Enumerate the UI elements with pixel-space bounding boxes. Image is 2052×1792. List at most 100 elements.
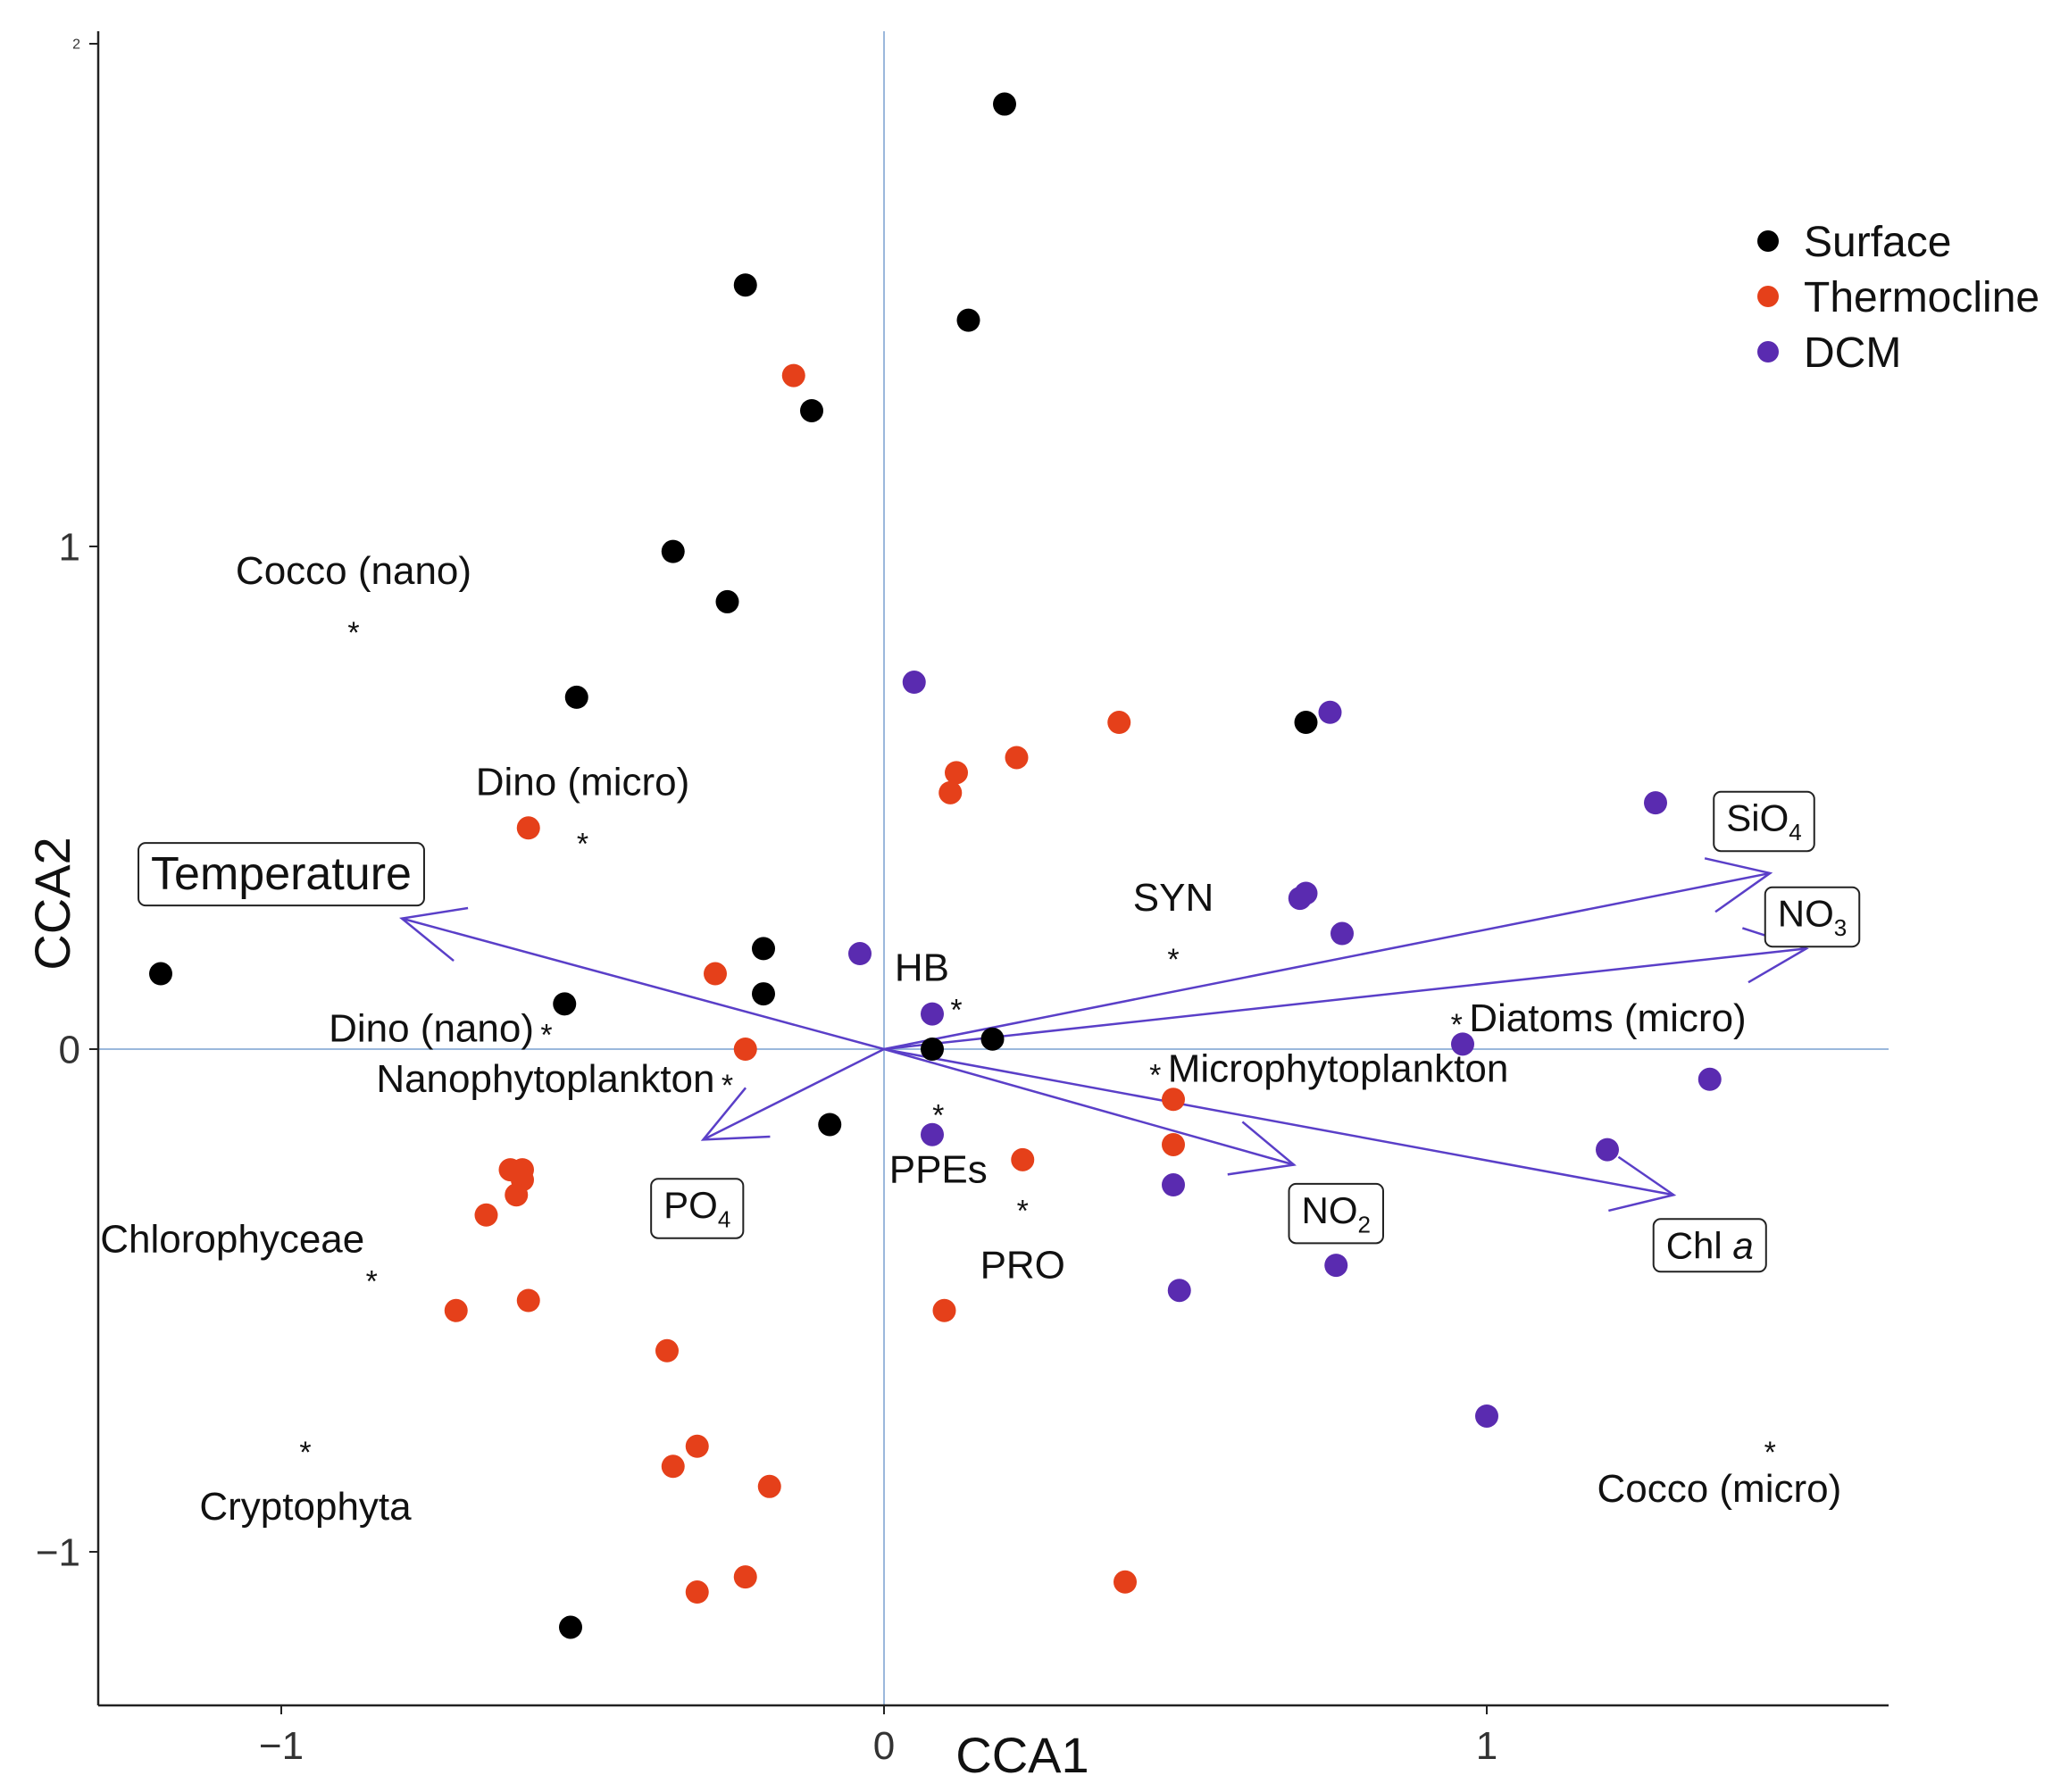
sample-point-surface (980, 1027, 1005, 1051)
species-label: HB (895, 946, 949, 989)
vector-line (883, 871, 1771, 1051)
vector-label: PO4 (650, 1178, 745, 1239)
sample-point-dcm (1596, 1138, 1619, 1162)
species-marker: * (1149, 1059, 1161, 1093)
species-label: Cocco (nano) (236, 549, 471, 593)
species-label: SYN (1133, 876, 1214, 920)
species-label: Dino (micro) (476, 761, 690, 804)
vector-label-box (1288, 1182, 1384, 1245)
vector-label-subscript: 3 (1834, 914, 1847, 941)
vector-label-subscript: 2 (1358, 1211, 1371, 1238)
species-marker: * (299, 1436, 311, 1470)
species-label: Diatoms (micro) (1469, 996, 1746, 1040)
sample-point-surface (1294, 711, 1318, 735)
species-label: Chlorophyceae (100, 1217, 364, 1261)
legend-swatch (1757, 286, 1779, 307)
vector-label: Chl a (1652, 1218, 1767, 1273)
species-label: Microphytoplankton (1168, 1047, 1509, 1091)
species-marker: * (1017, 1195, 1029, 1229)
sample-point-thermocline (1107, 711, 1131, 735)
sample-point-dcm (1451, 1032, 1474, 1056)
species-marker: * (1167, 943, 1179, 977)
sample-point-surface (956, 308, 980, 332)
sample-point-thermocline (1005, 746, 1029, 770)
vector-arrowhead (399, 906, 469, 963)
sample-point-surface (752, 982, 775, 1006)
sample-point-dcm (848, 942, 872, 966)
sample-point-thermocline (945, 761, 968, 785)
species-marker: * (1764, 1436, 1776, 1470)
sample-point-dcm (1167, 1279, 1191, 1303)
species-label: Dino (nano) (329, 1006, 534, 1050)
species-marker: * (932, 1099, 944, 1133)
legend-swatch (1757, 230, 1779, 252)
species-scores: *Cocco (nano)*Dino (micro)*Dino (nano)*N… (100, 549, 1841, 1529)
sample-point-surface (733, 273, 757, 297)
sample-point-thermocline (1114, 1570, 1137, 1594)
sample-point-thermocline (685, 1580, 709, 1604)
vector-arrowhead (1227, 1121, 1297, 1176)
sample-point-thermocline (733, 1565, 757, 1589)
vector-label-text: NO2 (1302, 1189, 1371, 1238)
vector-label-name: Temperature (151, 848, 412, 900)
sample-point-surface (921, 1038, 944, 1061)
species-marker: * (577, 828, 588, 862)
vector-label-subscript: 4 (718, 1206, 730, 1233)
vector-label-box (1713, 790, 1815, 853)
sample-point-surface (800, 398, 823, 422)
species-marker: * (540, 1018, 552, 1052)
vector-line (883, 1047, 1295, 1166)
sample-point-thermocline (516, 1288, 540, 1313)
sample-point-surface (993, 92, 1016, 116)
sample-point-surface (715, 589, 739, 613)
axes: −1 0 1 −1 0 1 2 CCA1 CCA2 (24, 31, 1889, 1783)
sample-point-thermocline (1011, 1147, 1035, 1171)
y-tick-label: −1 (36, 1530, 80, 1574)
sample-point-surface (564, 685, 588, 709)
species-marker: * (347, 616, 359, 650)
sample-point-thermocline (505, 1183, 529, 1207)
sample-point-thermocline (938, 780, 963, 804)
vector-label-box (650, 1178, 745, 1239)
sample-point-dcm (1330, 921, 1354, 946)
sample-point-thermocline (733, 1038, 757, 1061)
vector-label: SiO4 (1713, 790, 1815, 853)
sample-point-thermocline (661, 1454, 685, 1479)
x-tick-label: −1 (259, 1724, 304, 1768)
vector-label-name: SiO (1726, 797, 1789, 839)
vector-line (883, 947, 1806, 1051)
legend-label: DCM (1804, 329, 1901, 377)
sample-point-thermocline (781, 363, 805, 388)
x-tick-label: 1 (1476, 1724, 1497, 1768)
species-label: Nanophytoplankton (376, 1057, 714, 1101)
vector-label: NO3 (1764, 886, 1861, 948)
sample-point-thermocline (1162, 1132, 1185, 1156)
sample-point-dcm (921, 1002, 944, 1026)
sample-point-dcm (1324, 1254, 1348, 1278)
legend-label: Thermocline (1804, 274, 2039, 321)
sample-point-dcm (1318, 700, 1342, 724)
vector-label-text: Temperature (151, 848, 412, 900)
sample-point-thermocline (444, 1298, 468, 1322)
y-tick-label: 1 (59, 525, 80, 569)
species-marker: * (722, 1069, 733, 1103)
sample-point-dcm (1644, 791, 1667, 815)
sample-point-surface (661, 539, 685, 563)
legend: Surface Thermocline DCM (1757, 219, 2039, 377)
vector-arrowhead (700, 1087, 771, 1141)
species-label: PPEs (889, 1148, 988, 1192)
vector-label-text: PO4 (663, 1184, 730, 1233)
sample-point-surface (752, 937, 775, 961)
sample-point-thermocline (932, 1298, 956, 1322)
sample-point-thermocline (757, 1474, 781, 1498)
vector-arrowhead (1704, 857, 1773, 913)
vector-line (401, 917, 885, 1051)
vector-line (883, 1047, 1674, 1196)
vector-label-name: NO (1778, 893, 1834, 935)
vector-label-text: NO3 (1778, 893, 1847, 942)
y-tick-label: 0 (59, 1028, 80, 1071)
vector-label: Temperature (138, 842, 425, 907)
vector-label-box (1764, 886, 1861, 948)
vector-label-box (1652, 1218, 1767, 1273)
